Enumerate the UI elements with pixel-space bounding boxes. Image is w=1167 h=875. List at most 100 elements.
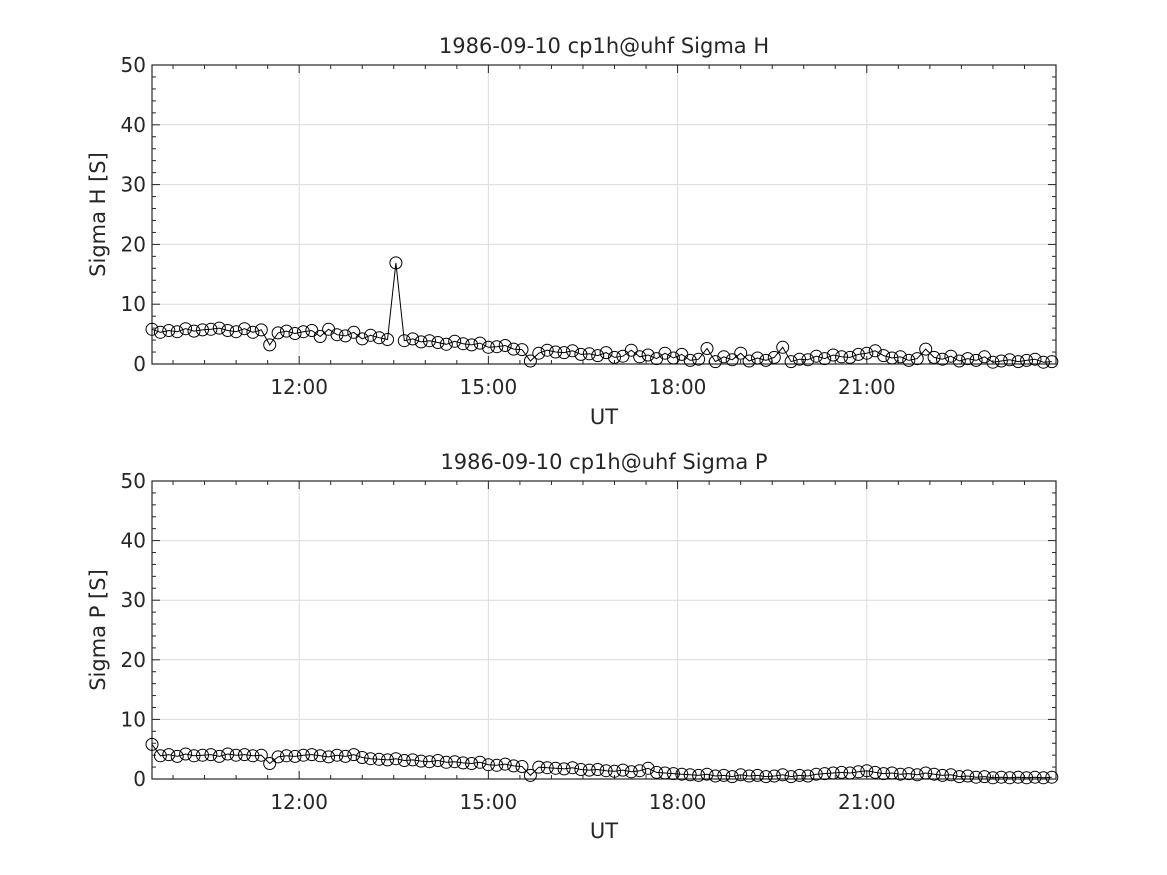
data-point bbox=[322, 750, 336, 764]
data-point bbox=[338, 329, 352, 343]
data-point bbox=[641, 761, 655, 775]
data-point bbox=[347, 325, 361, 339]
sigma-h-axes: 0 10 20 30 40 50 12:00 15:00 18:00 21:00 bbox=[121, 53, 1056, 399]
data-point bbox=[1011, 770, 1025, 784]
data-point bbox=[936, 352, 949, 366]
data-point bbox=[734, 768, 748, 782]
data-point bbox=[927, 767, 941, 781]
data-point bbox=[818, 352, 832, 366]
data-point bbox=[919, 342, 933, 356]
data-point bbox=[759, 353, 773, 367]
data-point bbox=[742, 769, 756, 783]
data-point bbox=[1020, 353, 1034, 367]
data-point bbox=[961, 769, 975, 783]
data-point bbox=[540, 761, 554, 775]
data-point bbox=[591, 763, 605, 776]
sigma-p-grid bbox=[152, 481, 1056, 779]
data-point bbox=[507, 342, 521, 356]
sigma-h-ylabel: Sigma H [S] bbox=[86, 152, 110, 277]
data-point bbox=[1020, 771, 1034, 785]
data-point bbox=[658, 346, 672, 360]
sigma-p-axes: 0 10 20 30 40 50 12:00 15:00 18:00 21:00 bbox=[121, 469, 1056, 814]
data-point bbox=[725, 770, 739, 784]
data-point bbox=[675, 767, 689, 781]
data-point bbox=[843, 766, 857, 780]
data-point bbox=[170, 749, 184, 763]
data-point bbox=[801, 353, 815, 367]
data-point bbox=[616, 763, 630, 777]
data-point bbox=[666, 767, 680, 781]
data-point bbox=[1028, 770, 1042, 784]
data-point bbox=[1045, 355, 1059, 369]
data-point bbox=[574, 347, 588, 361]
data-point bbox=[851, 347, 865, 361]
data-point bbox=[793, 768, 806, 782]
data-point bbox=[994, 770, 1008, 784]
data-point bbox=[717, 350, 731, 364]
data-point bbox=[254, 323, 268, 337]
data-point bbox=[986, 771, 1000, 785]
data-point bbox=[423, 334, 436, 348]
data-point bbox=[1036, 771, 1050, 785]
data-point bbox=[826, 348, 840, 362]
data-point bbox=[263, 338, 277, 352]
x-tick-label: 18:00 bbox=[649, 790, 707, 814]
data-point bbox=[448, 334, 462, 348]
y-tick-label: 10 bbox=[121, 292, 146, 316]
data-point bbox=[1011, 355, 1025, 369]
data-point bbox=[212, 749, 226, 763]
data-point bbox=[717, 768, 731, 782]
data-point bbox=[599, 346, 613, 360]
data-point bbox=[868, 765, 882, 779]
data-point bbox=[549, 761, 563, 775]
data-point bbox=[204, 748, 218, 762]
data-point bbox=[843, 350, 857, 364]
data-point bbox=[1036, 355, 1050, 369]
data-point bbox=[448, 755, 462, 769]
data-point bbox=[481, 758, 495, 772]
data-point bbox=[145, 737, 159, 751]
x-tick-label: 21:00 bbox=[838, 790, 896, 814]
data-point bbox=[784, 770, 798, 784]
y-tick-label: 0 bbox=[133, 352, 146, 376]
sigma-h-plot-frame bbox=[151, 64, 1057, 365]
data-point bbox=[868, 344, 882, 358]
sigma-p-ylabel: Sigma P [S] bbox=[86, 569, 110, 691]
sigma-h-panel: 1986-09-10 cp1h@uhf Sigma H 0 10 20 30 40 50 1… bbox=[86, 34, 1059, 429]
data-point bbox=[986, 355, 1000, 369]
data-point bbox=[708, 769, 722, 783]
data-point bbox=[246, 325, 260, 339]
data-point bbox=[330, 748, 344, 762]
data-point bbox=[162, 324, 176, 337]
data-point bbox=[893, 767, 907, 781]
data-point bbox=[381, 753, 394, 767]
data-point bbox=[271, 750, 285, 764]
data-point bbox=[431, 754, 445, 767]
data-point bbox=[389, 752, 403, 766]
data-point bbox=[725, 353, 739, 367]
data-point bbox=[473, 755, 487, 769]
data-point bbox=[767, 350, 781, 364]
data-point bbox=[170, 325, 184, 339]
data-point bbox=[179, 747, 193, 761]
data-point bbox=[397, 754, 411, 767]
data-point bbox=[877, 349, 891, 363]
data-point bbox=[776, 340, 790, 354]
data-point bbox=[818, 767, 832, 781]
data-point bbox=[961, 352, 975, 366]
data-point bbox=[162, 748, 176, 762]
data-point bbox=[490, 758, 504, 772]
sigma-p-xlabel: UT bbox=[590, 819, 618, 843]
data-point bbox=[734, 346, 748, 360]
data-point bbox=[187, 324, 201, 338]
data-point bbox=[338, 749, 352, 763]
data-point bbox=[919, 766, 933, 780]
data-point bbox=[498, 757, 512, 771]
data-point bbox=[784, 355, 798, 369]
data-point bbox=[936, 768, 949, 782]
data-point bbox=[288, 749, 302, 763]
data-point bbox=[902, 767, 916, 781]
data-point bbox=[608, 764, 621, 778]
data-point bbox=[523, 768, 537, 782]
data-point bbox=[372, 331, 386, 345]
